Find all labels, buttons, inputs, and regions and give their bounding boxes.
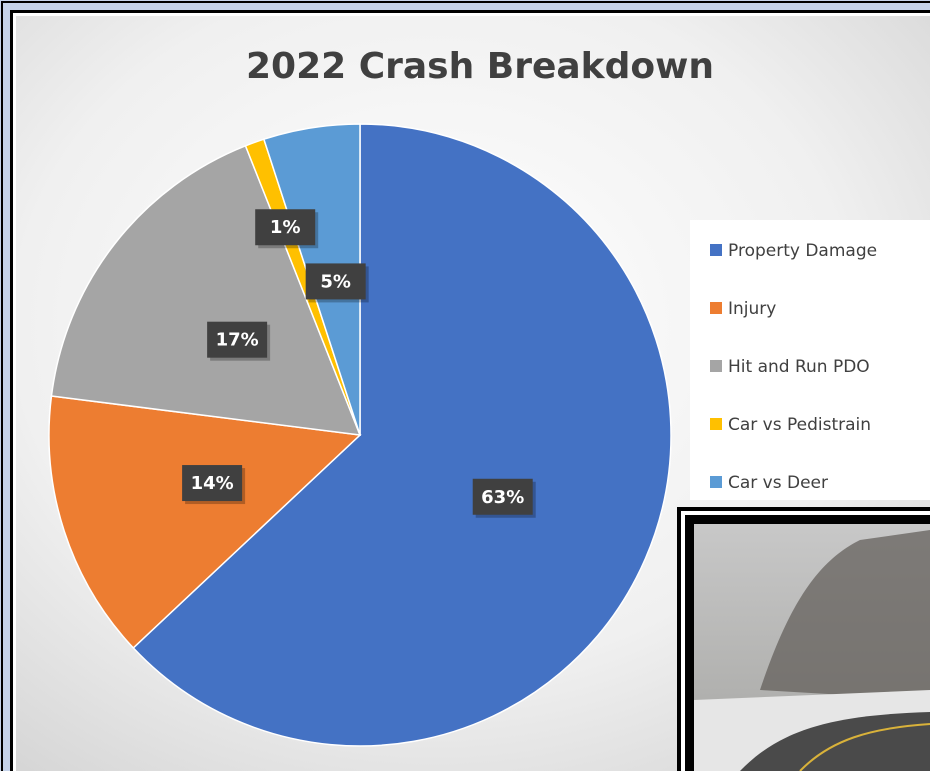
legend-swatch	[710, 302, 722, 314]
legend-label: Property Damage	[728, 241, 877, 261]
legend: Property Damage Injury Hit and Run PDO Car …	[710, 241, 877, 493]
legend-label: Hit and Run PDO	[728, 357, 870, 377]
legend-box	[690, 220, 930, 500]
data-label-box	[207, 321, 268, 358]
legend-label: Car vs Deer	[728, 473, 828, 493]
data-label-box	[305, 263, 366, 300]
legend-swatch	[710, 418, 722, 430]
legend-swatch	[710, 244, 722, 256]
photo-road-line	[799, 723, 930, 772]
legend-label: Injury	[728, 299, 776, 319]
data-label-box	[472, 478, 533, 515]
pie-slice	[50, 144, 362, 436]
photo	[677, 507, 930, 775]
data-label-box	[182, 465, 243, 502]
photo-trees	[760, 530, 930, 700]
data-label: 5%	[320, 271, 351, 292]
photo-road	[740, 712, 930, 771]
legend-swatch	[710, 476, 722, 488]
data-label: 63%	[481, 487, 524, 508]
data-label: 1%	[270, 217, 301, 238]
legend-swatch	[710, 360, 722, 372]
data-label: 17%	[216, 330, 259, 351]
pie-slice	[48, 395, 362, 649]
data-label: 14%	[191, 473, 234, 494]
chart-title: 2022 Crash Breakdown	[246, 46, 714, 87]
data-label-box	[255, 209, 316, 246]
pie: 63% 14% 17% 1% 5%	[48, 123, 672, 747]
pie-slice	[132, 123, 672, 747]
legend-label: Car vs Pedistrain	[728, 415, 871, 435]
